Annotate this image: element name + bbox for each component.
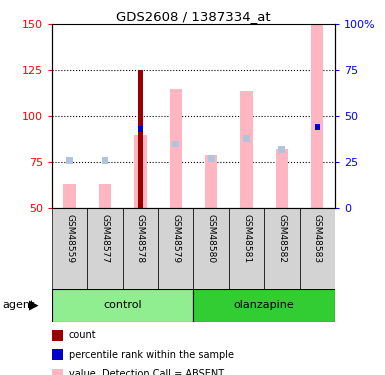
Text: ▶: ▶ xyxy=(29,299,38,312)
Bar xyxy=(278,146,285,153)
Text: GSM48579: GSM48579 xyxy=(171,214,180,263)
Bar xyxy=(205,155,218,208)
Text: GSM48580: GSM48580 xyxy=(207,214,216,263)
Text: GSM48559: GSM48559 xyxy=(65,214,74,263)
Bar xyxy=(158,208,193,289)
Text: value, Detection Call = ABSENT: value, Detection Call = ABSENT xyxy=(69,369,224,375)
Bar xyxy=(193,208,229,289)
Text: olanzapine: olanzapine xyxy=(234,300,295,310)
Bar xyxy=(123,208,158,289)
Text: agent: agent xyxy=(2,300,34,310)
Bar xyxy=(172,141,179,147)
Text: count: count xyxy=(69,330,96,340)
Bar xyxy=(193,289,335,322)
Bar xyxy=(134,135,147,208)
Text: GSM48583: GSM48583 xyxy=(313,214,322,263)
Bar xyxy=(264,208,300,289)
Text: control: control xyxy=(104,300,142,310)
Bar xyxy=(52,208,87,289)
Text: GSM48578: GSM48578 xyxy=(136,214,145,263)
Bar xyxy=(300,208,335,289)
Bar xyxy=(66,157,73,164)
Bar xyxy=(102,157,109,164)
Bar xyxy=(99,184,111,208)
Title: GDS2608 / 1387334_at: GDS2608 / 1387334_at xyxy=(116,10,271,23)
Bar xyxy=(276,149,288,208)
Text: GSM48582: GSM48582 xyxy=(277,214,286,263)
Bar xyxy=(169,89,182,208)
Bar xyxy=(138,126,143,132)
Text: GSM48581: GSM48581 xyxy=(242,214,251,263)
Bar xyxy=(87,208,123,289)
Bar xyxy=(315,124,320,130)
Bar xyxy=(240,90,253,208)
Bar xyxy=(138,70,143,208)
Bar xyxy=(52,289,193,322)
Bar xyxy=(229,208,264,289)
Text: GSM48577: GSM48577 xyxy=(100,214,110,263)
Text: percentile rank within the sample: percentile rank within the sample xyxy=(69,350,234,360)
Bar xyxy=(243,135,250,141)
Bar xyxy=(311,24,323,208)
Bar xyxy=(64,184,76,208)
Bar xyxy=(208,155,214,162)
